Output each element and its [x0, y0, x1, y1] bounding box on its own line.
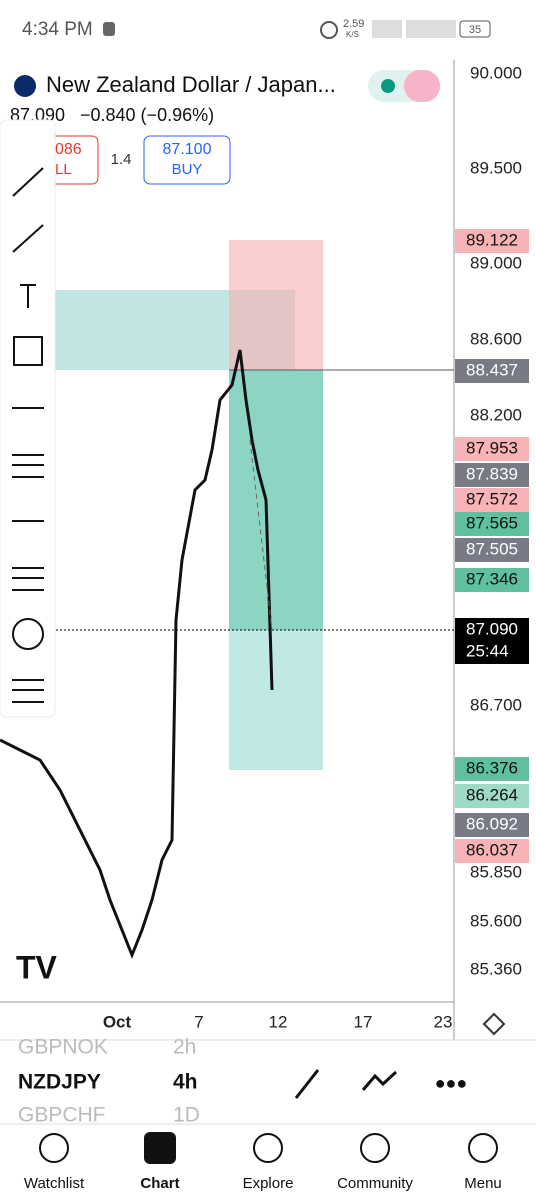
buy-price: 87.100: [163, 141, 212, 158]
drawing-toolbar: [0, 119, 56, 718]
symbol-title[interactable]: New Zealand Dollar / Japan...: [46, 72, 336, 97]
price-tag-label: 87.565: [466, 513, 518, 532]
price-path: [0, 349, 274, 960]
spread: 1.4: [111, 151, 132, 168]
alarm-icon: [320, 21, 338, 39]
price-tag-label: 86.037: [466, 840, 518, 859]
status-time: 4:34 PM: [22, 19, 93, 40]
price-label: 89.000: [470, 253, 522, 272]
price-tag: [455, 359, 529, 383]
price-label: 88.600: [470, 329, 522, 348]
price-tag-label: 87.839: [466, 464, 518, 483]
buy-label: BUY: [172, 161, 203, 178]
net-speed: 2.59: [343, 18, 364, 30]
time-label: 17: [354, 1012, 373, 1031]
market-open: [381, 79, 395, 93]
time-label: 12: [269, 1012, 288, 1031]
price-tag-label: 88.437: [466, 360, 518, 379]
nav-icon: [253, 1133, 283, 1163]
price-tag-label: 86.092: [466, 814, 518, 833]
price-tag-label: 89.122: [466, 230, 518, 249]
price-tag-label: 86.376: [466, 758, 518, 777]
sell-label: LL: [55, 161, 72, 178]
time-label: Oct: [103, 1012, 132, 1031]
price-label: 85.600: [470, 911, 522, 930]
net-unit: K/S: [346, 30, 359, 39]
nav-icon: [468, 1133, 498, 1163]
price-label: 85.360: [470, 959, 522, 978]
price-tag: [455, 757, 529, 781]
time-label: 23: [434, 1012, 453, 1031]
time-label: 7: [194, 1012, 203, 1031]
price-tag: [455, 839, 529, 863]
projection: [249, 439, 273, 631]
price-tag: [455, 568, 529, 592]
more-icon[interactable]: ●●●: [435, 1073, 468, 1093]
price-label: 88.200: [470, 405, 522, 424]
nav-label[interactable]: Menu: [464, 1175, 502, 1192]
stop-zone: [229, 240, 323, 370]
price-tag-label: 86.264: [466, 785, 518, 804]
buy-btn[interactable]: [143, 135, 231, 185]
price-change: −0.840 (−0.96%): [80, 105, 214, 125]
price-tag: [455, 538, 529, 562]
price-tag: [455, 813, 529, 837]
price-tag: [455, 488, 529, 512]
price-tag: [455, 463, 529, 487]
nav-label[interactable]: Explore: [243, 1175, 294, 1192]
price-tag-label: 87.572: [466, 489, 518, 508]
flag: [14, 75, 36, 97]
draw-icon[interactable]: [294, 1069, 320, 1099]
sell-price: 086: [55, 141, 82, 158]
countdown: 25:44: [466, 641, 509, 660]
row-interval[interactable]: 4h: [173, 1071, 198, 1094]
ideas-btn[interactable]: [404, 70, 440, 102]
price-tag: [455, 229, 529, 253]
settings-icon[interactable]: [482, 1012, 506, 1036]
row-symbol[interactable]: GBPCHF: [18, 1104, 106, 1127]
nav-label[interactable]: Chart: [140, 1175, 179, 1192]
signal-icon: [372, 20, 402, 38]
price-label: 86.700: [470, 695, 522, 714]
price-tag: [455, 784, 529, 808]
nav-icon: [144, 1132, 176, 1164]
tool-icons[interactable]: [12, 167, 44, 703]
price-tag-label: 87.346: [466, 569, 518, 588]
price-tag-label: 87.953: [466, 438, 518, 457]
logo: TV: [16, 949, 58, 985]
price-label: 89.500: [470, 158, 522, 177]
row-symbol[interactable]: NZDJPY: [18, 1071, 101, 1094]
row-interval[interactable]: 2h: [173, 1036, 196, 1059]
row-symbol[interactable]: GBPNOK: [18, 1036, 108, 1059]
nav-icon: [360, 1133, 390, 1163]
nav-label[interactable]: Watchlist: [24, 1175, 85, 1192]
nav-label[interactable]: Community: [337, 1175, 413, 1192]
signal-icon: [406, 20, 456, 38]
price-tag: [455, 437, 529, 461]
price-label: 85.850: [470, 862, 522, 881]
price-label: 90.000: [470, 63, 522, 82]
price-tag: [455, 512, 529, 536]
battery-level: 35: [469, 24, 481, 36]
row-interval[interactable]: 1D: [173, 1104, 200, 1127]
nav-icon: [39, 1133, 69, 1163]
price-tag-label: 87.090: [466, 619, 518, 638]
indicator-icon[interactable]: [361, 1070, 398, 1091]
price-tag: [455, 618, 529, 664]
price-tag-label: 87.505: [466, 539, 518, 558]
target-zone: [229, 630, 323, 770]
android-icon: [103, 22, 115, 36]
battery-icon: [459, 20, 491, 38]
profit-zone: [229, 370, 323, 630]
